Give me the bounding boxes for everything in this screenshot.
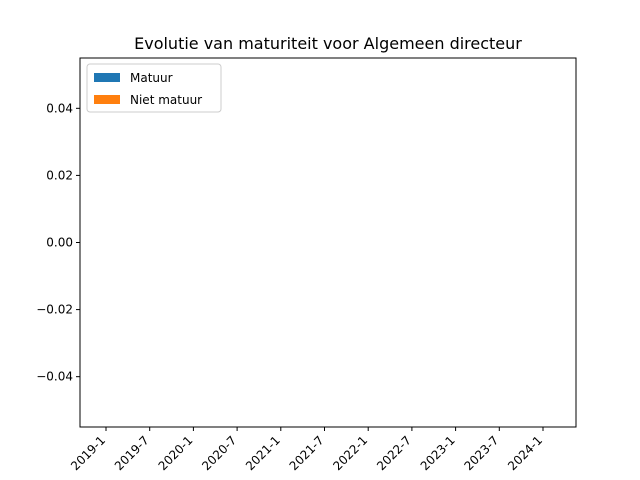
y-tick-label: 0.04 [46,101,73,115]
y-tick-label: 0.00 [46,236,73,250]
y-tick-label: −0.04 [36,370,73,384]
legend-box [86,63,222,113]
y-tick-label: 0.02 [46,168,73,182]
y-axis: 0.04 0.02 0.00 −0.02 −0.04 [36,101,80,384]
legend-swatch [94,95,120,104]
y-tick-label: −0.02 [36,303,73,317]
legend-swatch [94,73,120,82]
legend-label: Matuur [130,71,173,85]
chart-title: Evolutie van maturiteit voor Algemeen di… [134,34,522,53]
legend-label: Niet matuur [130,93,202,107]
legend: Matuur Niet matuur [86,63,222,113]
